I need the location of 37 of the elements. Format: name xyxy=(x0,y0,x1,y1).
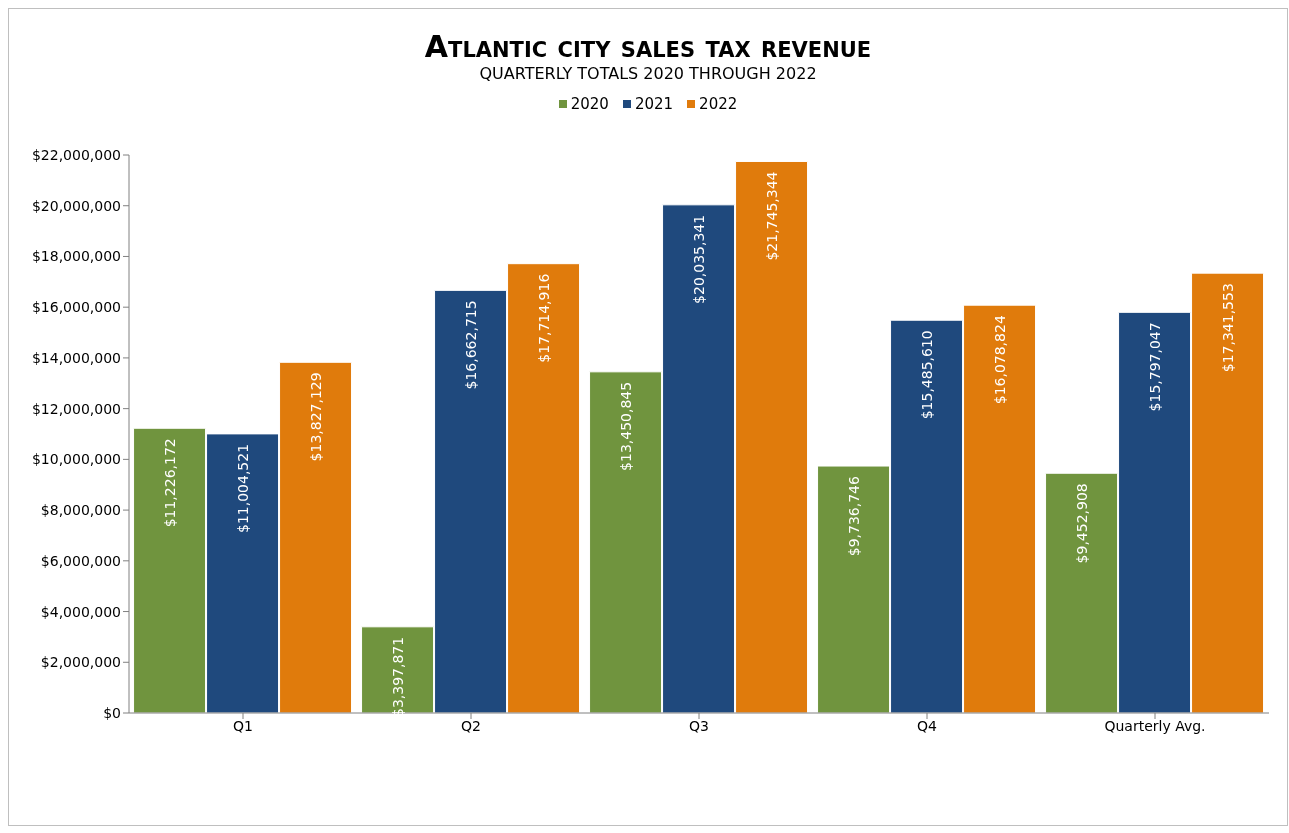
data-label: $17,341,553 xyxy=(1219,283,1236,373)
legend-label: 2021 xyxy=(634,95,674,113)
y-tick-label: $2,000,000 xyxy=(40,654,121,671)
data-label: $20,035,341 xyxy=(690,214,707,304)
data-label: $16,662,715 xyxy=(462,300,479,390)
y-tick-label: $8,000,000 xyxy=(40,502,121,519)
data-label: $16,078,824 xyxy=(991,315,1008,405)
x-tick-label: Q3 xyxy=(689,717,709,734)
y-tick-label: $18,000,000 xyxy=(31,248,121,265)
y-tick-label: $22,000,000 xyxy=(31,146,121,163)
data-label: $15,797,047 xyxy=(1146,322,1163,412)
x-tick-label: Q1 xyxy=(233,717,253,734)
data-label: $11,004,521 xyxy=(234,443,251,533)
y-tick-label: $4,000,000 xyxy=(40,603,121,620)
chart-subtitle: QUARTERLY TOTALS 2020 THROUGH 2022 xyxy=(478,63,818,85)
x-tick-label: Quarterly Avg. xyxy=(1104,717,1206,734)
data-label: $9,452,908 xyxy=(1073,483,1090,564)
y-tick-label: $20,000,000 xyxy=(31,197,121,214)
y-tick-label: $14,000,000 xyxy=(31,349,121,366)
data-label: $11,226,172 xyxy=(161,438,178,528)
data-label: $3,397,871 xyxy=(389,636,406,717)
y-tick-label: $12,000,000 xyxy=(31,400,121,417)
data-label: $9,736,746 xyxy=(845,475,862,557)
data-label: $13,827,129 xyxy=(307,372,324,462)
data-label: $15,485,610 xyxy=(918,330,935,420)
legend-label: 2022 xyxy=(699,95,738,113)
y-tick-label: $10,000,000 xyxy=(31,451,121,468)
data-label: $17,714,916 xyxy=(535,273,552,363)
y-tick-label: $0 xyxy=(103,704,121,721)
y-tick-label: $16,000,000 xyxy=(31,299,121,316)
legend-label: 2020 xyxy=(570,95,609,113)
x-tick-label: Q2 xyxy=(461,717,481,734)
data-label: $21,745,344 xyxy=(763,171,780,261)
chart-title: Atlantic city sales tax revenue xyxy=(423,29,873,64)
x-tick-label: Q4 xyxy=(917,717,938,734)
data-label: $13,450,845 xyxy=(617,381,634,471)
y-tick-label: $6,000,000 xyxy=(40,552,121,569)
